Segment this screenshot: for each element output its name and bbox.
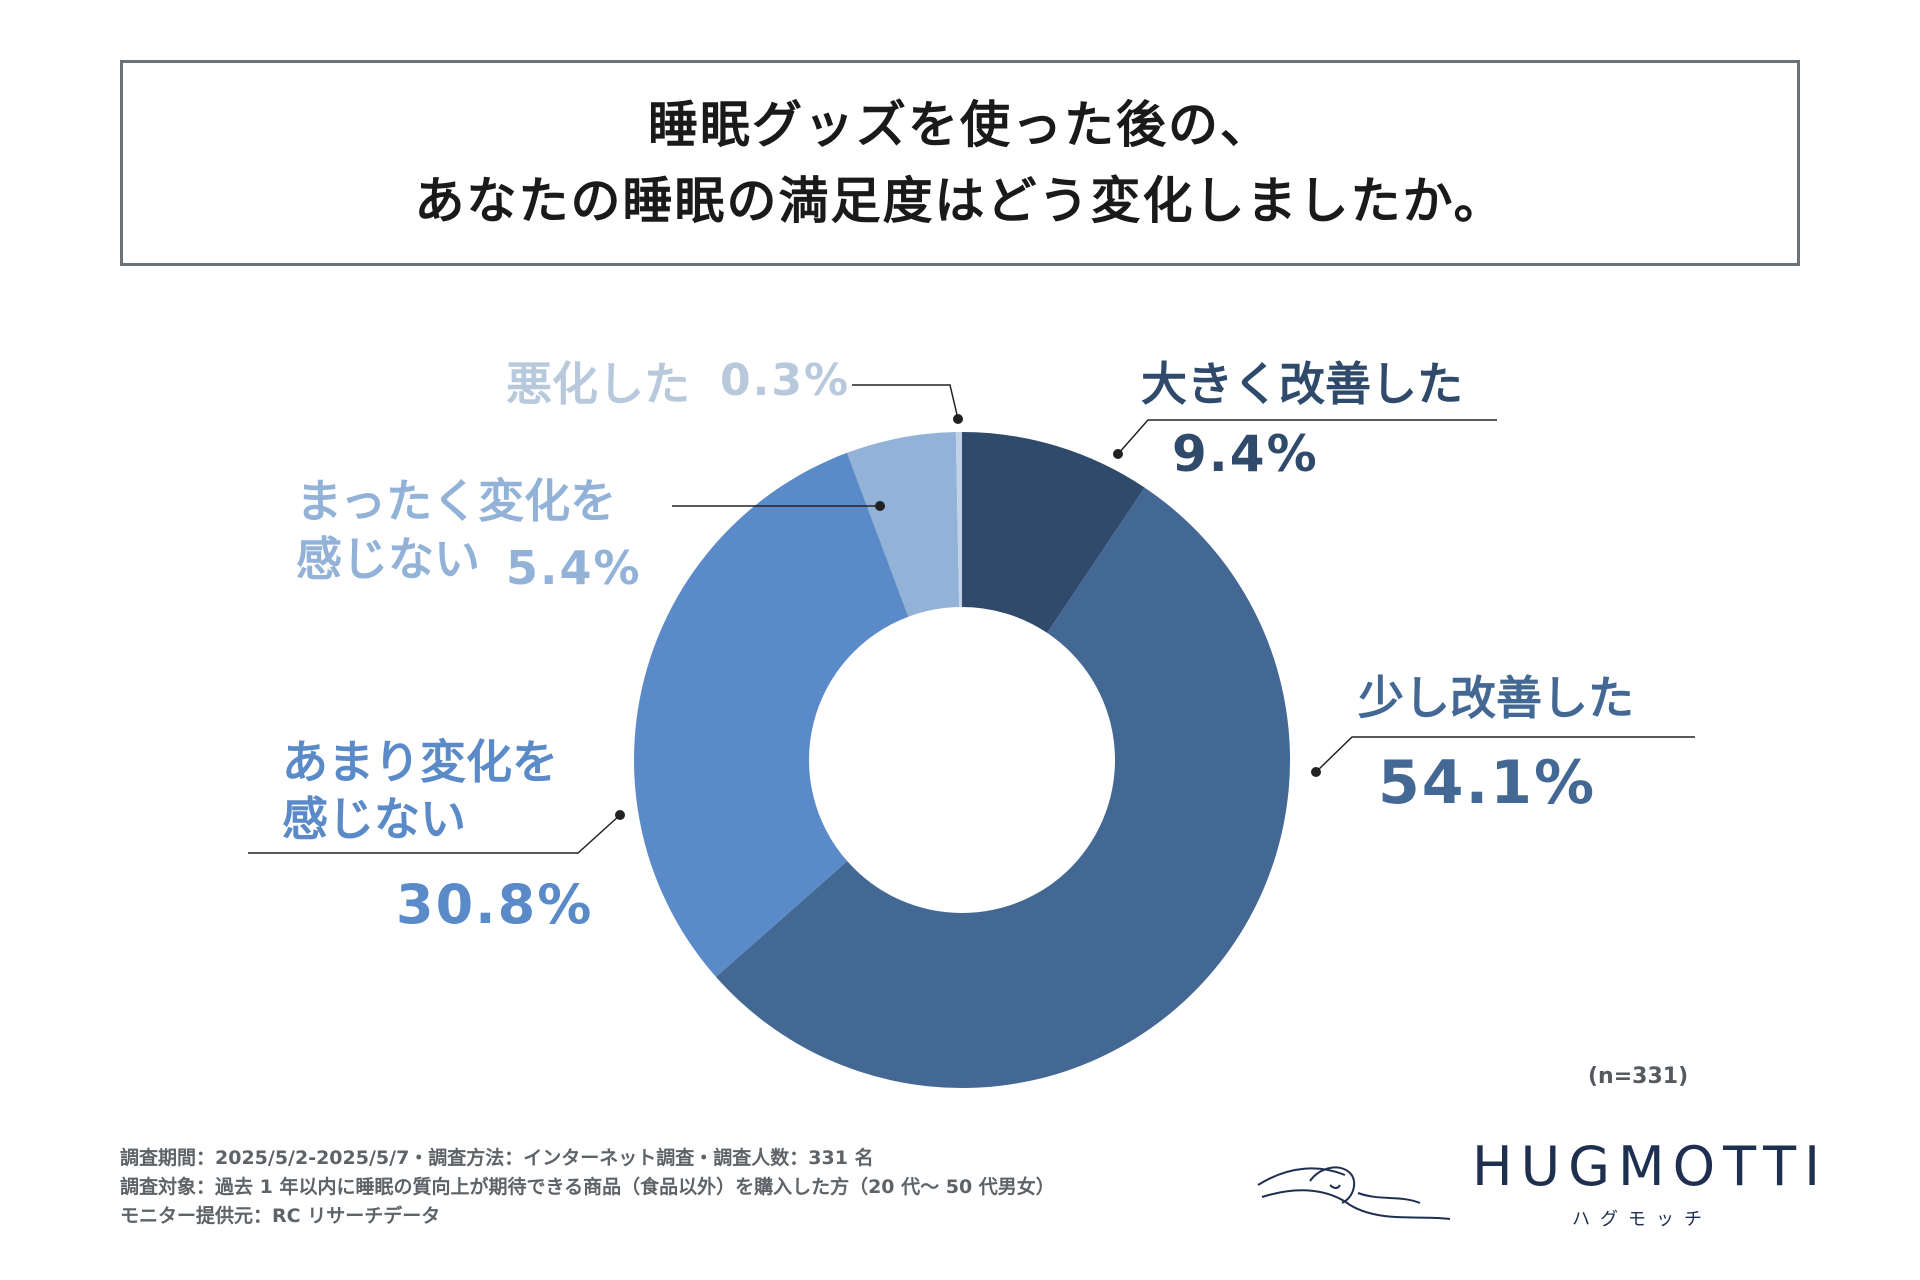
label-category-2-line-2: 感じない (282, 792, 466, 846)
logo-wordmark: HUGMOTTI (1472, 1135, 1829, 1198)
leader-dot-2 (615, 810, 625, 820)
donut-slice-1 (715, 487, 1291, 1089)
survey-notes: 調査期間：2025/5/2-2025/5/7・調査方法：インターネット調査・調査… (120, 1144, 1055, 1231)
chart-title-line-2: あなたの睡眠の満足度はどう変化しましたか。 (414, 172, 1506, 230)
label-value-4: 0.3% (720, 355, 851, 406)
survey-note-target: 調査対象：過去 1 年以内に睡眠の質向上が期待できる商品（食品以外）を購入した方… (120, 1176, 1055, 1198)
sample-size: (n=331) (1588, 1064, 1689, 1089)
label-category-4: 悪化した (506, 357, 690, 411)
label-value-1: 54.1% (1378, 748, 1597, 818)
survey-note-period: 調査期間：2025/5/2-2025/5/7・調査方法：インターネット調査・調査… (120, 1147, 874, 1169)
label-category-2-line-1: あまり変化を (282, 735, 558, 789)
leader-dot-4 (953, 414, 963, 424)
survey-note-source: モニター提供元：RC リサーチデータ (120, 1205, 441, 1227)
label-value-0: 9.4% (1172, 425, 1319, 483)
label-value-2: 30.8% (396, 873, 594, 936)
leader-dot-3 (875, 501, 885, 511)
leader-line-4 (852, 384, 959, 420)
brand-logo: HUGMOTTI ハグモッチ (1250, 1135, 1820, 1235)
donut-slice-4 (955, 432, 962, 608)
chart-title-line-1: 睡眠グッズを使った後の、 (648, 96, 1272, 154)
label-value-3: 5.4% (506, 541, 642, 595)
leader-dot-0 (1113, 449, 1123, 459)
donut-slice-3 (847, 432, 960, 617)
leader-line-2 (248, 814, 621, 854)
leader-dot-1 (1311, 767, 1321, 777)
donut-slice-2 (633, 452, 909, 977)
label-category-3-line-2: 感じない (296, 532, 480, 586)
label-category-1: 少し改善した (1358, 671, 1634, 725)
leader-line-1 (1315, 736, 1695, 773)
leader-line-0 (1117, 419, 1497, 455)
label-category-3-line-1: まったく変化を (296, 474, 617, 528)
sleeping-person-icon (1257, 1166, 1451, 1220)
title-box: 睡眠グッズを使った後の、 あなたの睡眠の満足度はどう変化しましたか。 (120, 60, 1800, 266)
donut-slice-0 (962, 432, 1145, 633)
logo-kana: ハグモッチ (1572, 1209, 1712, 1230)
label-category-0: 大きく改善した (1141, 357, 1463, 411)
